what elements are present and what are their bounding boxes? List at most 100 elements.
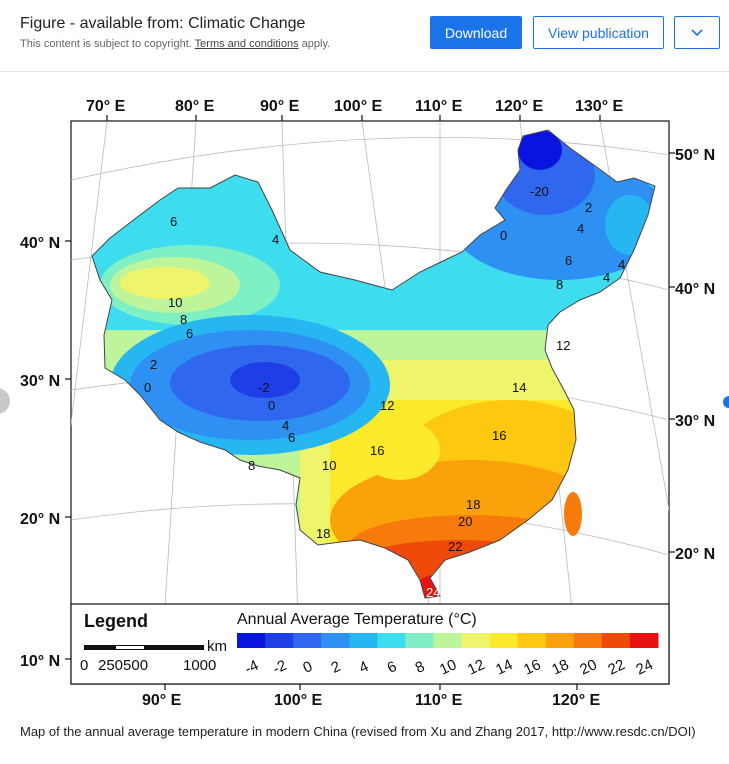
colorbar-tick-label: -4 [242, 657, 261, 678]
contour-label: 6 [186, 326, 193, 341]
colorbar-tick-label: -2 [270, 657, 289, 678]
contour-label: 24 [426, 585, 440, 600]
contour-label: 4 [618, 257, 625, 272]
scale-bar: km 0 250500 1000 [80, 638, 227, 674]
colorbar-swatch [349, 633, 378, 648]
colorbar-swatch [237, 633, 266, 648]
colorbar-swatch [545, 633, 575, 648]
contour-label: 2 [585, 200, 592, 215]
chevron-down-icon [691, 28, 703, 36]
lon-label-bottom: 90° E [142, 692, 182, 709]
copyright-notice: This content is subject to copyright. Te… [20, 38, 330, 50]
colorbar-swatch [629, 633, 659, 648]
legend-box: Legend km 0 250500 1000 Annual Average T… [70, 603, 670, 685]
colorbar-swatch [517, 633, 547, 648]
lon-label-bottom: 100° E [274, 692, 323, 709]
contour-label: 0 [268, 398, 275, 413]
contour-label: 14 [512, 380, 526, 395]
contour-label: 4 [282, 418, 289, 433]
figure-caption: Map of the annual average temperature in… [20, 724, 696, 739]
colorbar-tick-label: 16 [521, 656, 543, 678]
contour-label: 22 [448, 539, 462, 554]
colorbar-tick-label: 22 [605, 656, 627, 678]
figure-header: Figure - available from: Climatic Change… [0, 0, 729, 72]
colorbar-title: Annual Average Temperature (°C) [237, 611, 477, 628]
lon-label-top: 100° E [334, 98, 383, 115]
contour-label: 10 [322, 458, 336, 473]
lon-label-bottom: 120° E [552, 692, 601, 709]
contour-label: 8 [556, 277, 563, 292]
lon-label-top: 110° E [415, 98, 463, 115]
contour-labels: 6 4 10 8 6 2 0 -2 0 4 6 8 10 12 16 14 12… [144, 184, 625, 600]
lon-label-top: 80° E [175, 98, 215, 115]
lat-label-right: 40° N [675, 281, 715, 298]
china-border [91, 129, 656, 599]
contour-label: 16 [370, 443, 384, 458]
contour-label: -20 [530, 184, 549, 199]
colorbar-tick-label: 14 [493, 656, 515, 678]
view-publication-button[interactable]: View publication [533, 16, 664, 49]
more-options-button[interactable] [674, 16, 720, 49]
tick-marks [65, 115, 675, 690]
contour-label: 6 [565, 253, 572, 268]
notice-suffix: apply. [301, 38, 331, 50]
contour-label: 18 [316, 526, 330, 541]
colorbar-swatch [573, 633, 603, 648]
download-button[interactable]: Download [430, 16, 522, 49]
contour-label: 2 [150, 357, 157, 372]
contour-label: 6 [170, 214, 177, 229]
figure-title: Figure - available from: Climatic Change [20, 15, 306, 32]
colorbar-swatch [601, 633, 631, 648]
colorbar-swatch [293, 633, 322, 648]
lon-label-top: 70° E [86, 98, 126, 115]
contour-label: 6 [288, 430, 295, 445]
legend-title: Legend [84, 611, 148, 631]
colorbar-swatch [461, 633, 491, 648]
contour-label: 8 [180, 312, 187, 327]
scale-tick: 1000 [183, 657, 216, 674]
colorbar-swatch [265, 633, 294, 648]
lat-label-left: 40° N [20, 235, 60, 252]
colorbar-tick-label: 24 [633, 656, 655, 678]
contour-label: 4 [603, 270, 610, 285]
contour-label: 4 [577, 221, 584, 236]
contour-label: 12 [380, 398, 394, 413]
contour-label: 18 [466, 497, 480, 512]
lon-label-bottom: 110° E [415, 692, 463, 709]
contour-label: 8 [248, 458, 255, 473]
colorbar-swatch [321, 633, 350, 648]
colorbar-swatch [489, 633, 519, 648]
contour-label: 20 [458, 514, 472, 529]
axis-labels: 70° E 80° E 90° E 100° E 110° E 120° E 1… [20, 98, 715, 709]
next-figure-handle[interactable] [723, 396, 729, 408]
taiwan-shape [564, 492, 582, 536]
colorbar-swatch [405, 633, 434, 648]
lon-label-top: 130° E [575, 98, 624, 115]
contour-label: -2 [258, 380, 270, 395]
previous-figure-handle[interactable] [0, 388, 10, 414]
scale-tick: 0 [80, 657, 88, 674]
temperature-map-figure: 6 4 10 8 6 2 0 -2 0 4 6 8 10 12 16 14 12… [20, 98, 715, 709]
lat-label-left: 20° N [20, 511, 60, 528]
contour-label: 12 [556, 338, 570, 353]
colorbar-tick-label: 20 [577, 656, 599, 678]
notice-prefix: This content is subject to copyright. [20, 38, 192, 50]
lon-label-top: 120° E [495, 98, 544, 115]
lon-label-top: 90° E [260, 98, 300, 115]
colorbar-swatch [377, 633, 406, 648]
lat-label-right: 30° N [675, 413, 715, 430]
contour-label: 0 [500, 228, 507, 243]
colorbar-tick-label: 10 [437, 656, 459, 678]
contour-label: 0 [144, 380, 151, 395]
lat-label-left: 30° N [20, 373, 60, 390]
contour-label: 10 [168, 295, 182, 310]
colorbar-tick-label: 12 [465, 656, 487, 678]
scale-tick: 250500 [98, 657, 148, 674]
terms-link[interactable]: Terms and conditions [194, 38, 299, 50]
colorbar-swatch [433, 633, 463, 648]
contour-label: 16 [492, 428, 506, 443]
lat-label-right: 20° N [675, 546, 715, 563]
lat-label-left: 10° N [20, 653, 60, 670]
lat-label-right: 50° N [675, 147, 715, 164]
colorbar-tick-label: 18 [549, 656, 571, 678]
